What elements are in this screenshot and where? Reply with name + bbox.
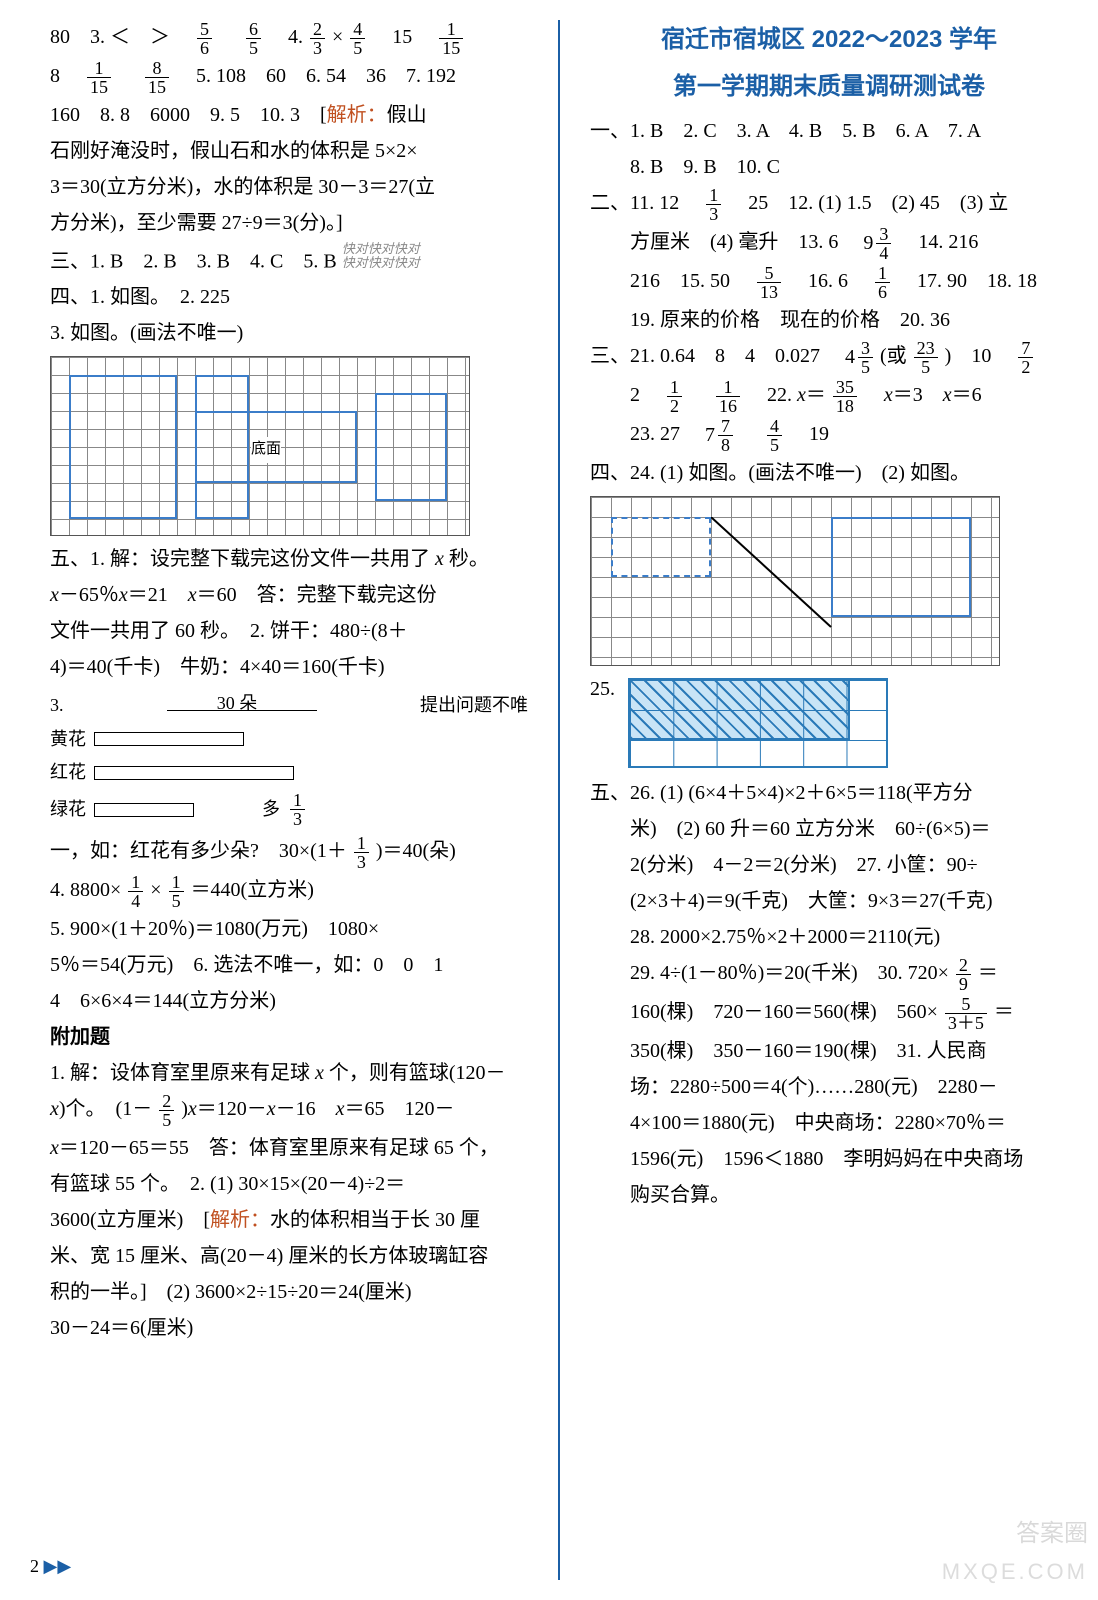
text-line: 5. 900×(1＋20％)＝1080(万元) 1080× <box>50 912 528 946</box>
text-line: 四、24. (1) 如图。(画法不唯一) (2) 如图。 <box>590 456 1068 490</box>
text-line: 25. <box>590 672 1068 774</box>
fraction: 56 <box>197 20 212 57</box>
paper-title-2: 第一学期期末质量调研测试卷 <box>590 67 1068 108</box>
text-line: 2 12 116 22. x＝ 3518 x＝3 x＝6 <box>590 378 1068 415</box>
text-line: 80 3. ＜ ＞ 56 65 4. 23 × 45 15 115 <box>50 20 528 57</box>
text-line: 积的一半。] (2) 3600×2÷15÷20＝24(厘米) <box>50 1275 528 1309</box>
text-line: 160(棵) 720－160＝560(棵) 560× 53＋5 ＝ <box>590 995 1068 1032</box>
text-line: 方厘米 (4) 毫升 13. 6 934 14. 216 <box>590 225 1068 262</box>
two-column-layout: 80 3. ＜ ＞ 56 65 4. 23 × 45 15 115 8 115 … <box>50 20 1068 1580</box>
fraction: 13 <box>290 791 305 828</box>
watermark-url: MXQE.COM <box>942 1553 1088 1590</box>
fraction: 12 <box>667 378 682 415</box>
text-line: 米、宽 15 厘米、高(20－4) 厘米的长方体玻璃缸容 <box>50 1239 528 1273</box>
fraction: 14 <box>128 873 143 910</box>
fraction: 25 <box>159 1092 174 1129</box>
fraction: 53＋5 <box>945 995 987 1032</box>
hatched-figure <box>628 678 888 768</box>
text-line: 350(棵) 350－160＝190(棵) 31. 人民商 <box>590 1034 1068 1068</box>
mixed-fraction: 934 <box>863 225 893 262</box>
text-line: 米) (2) 60 升＝60 立方分米 60÷(6×5)＝ <box>590 812 1068 846</box>
fraction: 16 <box>875 264 890 301</box>
text-line: 4 6×6×4＝144(立方分米) <box>50 984 528 1018</box>
text-line: x－65％x＝21 x＝60 答：完整下载完这份 <box>50 578 528 612</box>
text-line: 3＝30(立方分米)，水的体积是 30－3＝27(立 <box>50 170 528 204</box>
overlay-note: 快对快对快对快对快对快对 <box>342 242 420 271</box>
text-line: 29. 4÷(1－80％)＝20(千米) 30. 720× 29 ＝ <box>590 956 1068 993</box>
fraction: 3518 <box>833 378 857 415</box>
fraction: 45 <box>350 20 365 57</box>
fraction: 513 <box>757 264 781 301</box>
text-line: 5％＝54(万元) 6. 选法不唯一，如：0 0 1 <box>50 948 528 982</box>
text-line: 30－24＝6(厘米) <box>50 1311 528 1345</box>
grid-figure-1: 底面 <box>50 356 470 536</box>
text-line: 三、1. B 2. B 3. B 4. C 5. B 快对快对快对快对快对快对 <box>50 242 528 278</box>
section-heading: 附加题 <box>50 1020 528 1054</box>
text-line: 一、1. B 2. C 3. A 4. B 5. B 6. A 7. A <box>590 114 1068 148</box>
fraction: 235 <box>914 339 938 376</box>
text-line: 2(分米) 4－2＝2(分米) 27. 小筐：90÷ <box>590 848 1068 882</box>
text-line: 28. 2000×2.75％×2＋2000＝2110(元) <box>590 920 1068 954</box>
fraction: 116 <box>716 378 740 415</box>
text-line: 3. 如图。(画法不唯一) <box>50 316 528 350</box>
text-line: (2×3＋4)＝9(千克) 大筐：9×3＝27(千克) <box>590 884 1068 918</box>
text-line: 五、26. (1) (6×4＋5×4)×2＋6×5＝118(平方分 <box>590 776 1068 810</box>
analysis-label: 解析： <box>327 104 387 126</box>
mixed-fraction: 778 <box>705 417 735 454</box>
text-line: 购买合算。 <box>590 1178 1068 1212</box>
left-column: 80 3. ＜ ＞ 56 65 4. 23 × 45 15 115 8 115 … <box>50 20 528 1580</box>
grid-label: 底面 <box>251 437 281 463</box>
right-column: 宿迁市宿城区 2022～2023 学年 第一学期期末质量调研测试卷 一、1. B… <box>590 20 1068 1580</box>
analysis-label: 解析： <box>210 1209 270 1231</box>
fraction: 115 <box>439 20 463 57</box>
page-number: 2 ▶▶ <box>30 1551 71 1582</box>
text: 80 3. ＜ ＞ <box>50 26 190 48</box>
text-line: 场：2280÷500＝4(个)……280(元) 2280－ <box>590 1070 1068 1104</box>
text-line: 4. 8800× 14 × 15 ＝440(立方米) <box>50 873 528 910</box>
text-line: 石刚好淹没时，假山石和水的体积是 5×2× <box>50 134 528 168</box>
text-line: 文件一共用了 60 秒。 2. 饼干：480÷(8＋ <box>50 614 528 648</box>
grid-figure-2 <box>590 496 1000 666</box>
text-line: 3600(立方厘米) [解析：水的体积相当于长 30 厘 <box>50 1203 528 1237</box>
text-line: 216 15. 50 513 16. 6 16 17. 90 18. 18 <box>590 264 1068 301</box>
text-line: 有篮球 55 个。 2. (1) 30×15×(20－4)÷2＝ <box>50 1167 528 1201</box>
triangle-icon: ▶▶ <box>44 1556 72 1576</box>
text-line: 4)＝40(千卡) 牛奶：4×40＝160(千卡) <box>50 650 528 684</box>
text-line: 五、1. 解：设完整下载完这份文件一共用了 x 秒。 <box>50 542 528 576</box>
text-line: 8. B 9. B 10. C <box>590 150 1068 184</box>
text-line: 1. 解：设体育室里原来有足球 x 个，则有篮球(120－ <box>50 1056 528 1090</box>
mixed-fraction: 435 <box>845 339 875 376</box>
fraction: 815 <box>145 59 169 96</box>
fraction: 13 <box>706 186 721 223</box>
text-line: 一，如：红花有多少朵? 30×(1＋ 13 )＝40(朵) <box>50 834 528 871</box>
fraction: 23 <box>310 20 325 57</box>
text-line: x＝120－65＝55 答：体育室里原来有足球 65 个， <box>50 1131 528 1165</box>
fraction: 13 <box>354 834 369 871</box>
bar-diagram: 3. 30 朵 提出问题不唯 黄花 红花 绿花 多 13 <box>50 690 528 828</box>
text-line: 19. 原来的价格 现在的价格 20. 36 <box>590 303 1068 337</box>
paper-title-1: 宿迁市宿城区 2022～2023 学年 <box>590 20 1068 61</box>
column-divider <box>558 20 560 1580</box>
fraction: 65 <box>246 20 261 57</box>
text-line: 160 8. 8 6000 9. 5 10. 3 [解析：假山 <box>50 98 528 132</box>
fraction: 115 <box>87 59 111 96</box>
fraction: 15 <box>169 873 184 910</box>
fraction: 29 <box>956 956 971 993</box>
text-line: 8 115 815 5. 108 60 6. 54 36 7. 192 <box>50 59 528 96</box>
text-line: 4×100＝1880(元) 中央商场：2280×70％＝ <box>590 1106 1068 1140</box>
fraction: 72 <box>1018 339 1033 376</box>
text-line: x)个。 (1－ 25 )x＝120－x－16 x＝65 120－ <box>50 1092 528 1129</box>
text-line: 1596(元) 1596＜1880 李明妈妈在中央商场 <box>590 1142 1068 1176</box>
watermark-logo: 答案圈 <box>1016 1514 1088 1555</box>
text-line: 23. 27 778 45 19 <box>590 417 1068 454</box>
fraction: 45 <box>767 417 782 454</box>
text-line: 四、1. 如图。 2. 225 <box>50 280 528 314</box>
text-line: 三、21. 0.64 8 4 0.027 435 (或 235 ) 10 72 <box>590 339 1068 376</box>
text-line: 方分米)，至少需要 27÷9＝3(分)。] <box>50 206 528 240</box>
text-line: 二、11. 12 13 25 12. (1) 1.5 (2) 45 (3) 立 <box>590 186 1068 223</box>
